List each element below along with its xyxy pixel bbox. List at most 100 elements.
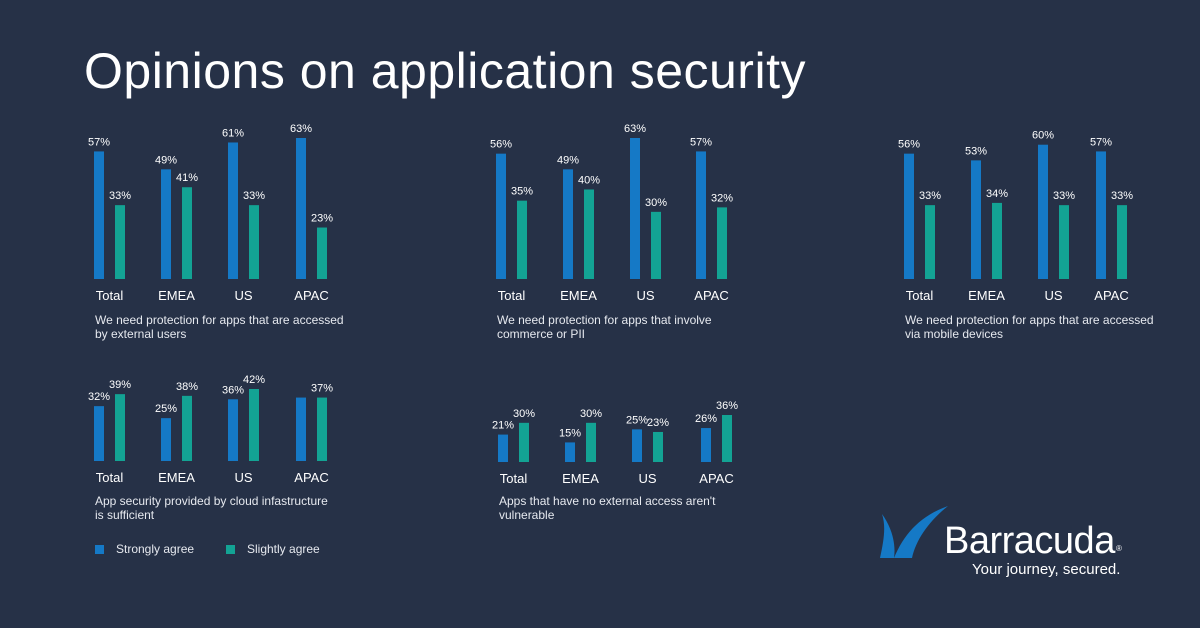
- bar-emea-slightly-agree: [586, 422, 596, 462]
- bar-apac-slightly-agree: [717, 207, 727, 279]
- category-label-us: US: [234, 288, 252, 303]
- category-label-us: US: [636, 288, 654, 303]
- category-label-apac: APAC: [699, 471, 733, 486]
- data-label-emea-strongly-agree: 53%: [965, 145, 987, 157]
- chart-external-users: 57% 33% Total 49% 41% EMEA 61% 33% US 63% 23% APAC: [88, 120, 344, 310]
- category-label-emea: EMEA: [158, 470, 195, 485]
- category-label-emea: EMEA: [158, 288, 195, 303]
- legend-label-strongly-agree: Strongly agree: [116, 542, 195, 556]
- category-label-apac: APAC: [1094, 288, 1128, 303]
- chart-mobile-devices: 56% 33% Total 53% 34% EMEA 60% 33% US 57% 33% APAC: [898, 120, 1154, 310]
- bar-us-strongly-agree: [228, 399, 238, 461]
- data-label-apac-slightly-agree: 36%: [716, 400, 738, 412]
- chart-mobile-devices-svg: 56% 33% Total 53% 34% EMEA 60% 33% US 57% 33% APAC: [898, 130, 1133, 303]
- bar-apac-slightly-agree: [1117, 205, 1127, 279]
- legend-swatch-strongly-agree: [95, 545, 104, 554]
- data-label-emea-slightly-agree: 40%: [578, 174, 600, 186]
- category-label-emea: EMEA: [560, 288, 597, 303]
- brand-name: Barracuda: [944, 520, 1115, 562]
- bar-total-strongly-agree: [498, 434, 508, 462]
- chart-no-external-access: 21% 30% Total 15% 30% EMEA 25% 23% US 26% 36% APAC: [492, 398, 748, 493]
- bar-emea-strongly-agree: [971, 160, 981, 279]
- bar-emea-strongly-agree: [565, 442, 575, 462]
- bar-total-slightly-agree: [517, 200, 527, 279]
- caption-cloud-infrastructure: App security provided by cloud infastruc…: [95, 494, 328, 522]
- bar-us-slightly-agree: [653, 431, 663, 462]
- bar-us-strongly-agree: [632, 429, 642, 462]
- bar-emea-slightly-agree: [584, 189, 594, 279]
- legend-label-slightly-agree: Slightly agree: [247, 542, 320, 556]
- category-label-total: Total: [96, 288, 124, 303]
- data-label-apac-strongly-agree: 57%: [690, 136, 712, 148]
- chart-commerce-pii-svg: 56% 35% Total 49% 40% EMEA 63% 30% US 57% 32% APAC: [490, 123, 733, 303]
- data-label-total-slightly-agree: 35%: [511, 186, 533, 198]
- caption-commerce-pii: We need protection for apps that involve…: [497, 313, 712, 341]
- data-label-us-strongly-agree: 60%: [1032, 130, 1054, 142]
- bar-us-slightly-agree: [249, 205, 259, 279]
- data-label-us-strongly-agree: 63%: [624, 123, 646, 135]
- bar-total-slightly-agree: [519, 422, 529, 462]
- brand-logo: Barracuda ® Your journey, secured.: [868, 494, 1128, 584]
- category-label-emea: EMEA: [562, 471, 599, 486]
- category-label-apac: APAC: [694, 288, 728, 303]
- category-label-total: Total: [498, 288, 526, 303]
- category-label-us: US: [1044, 288, 1062, 303]
- data-label-total-slightly-agree: 30%: [513, 408, 535, 420]
- data-label-emea-strongly-agree: 49%: [155, 154, 177, 166]
- brand-registered-mark: ®: [1116, 544, 1122, 553]
- data-label-emea-slightly-agree: 38%: [176, 381, 198, 393]
- chart-cloud-infrastructure: 32% 39% Total 25% 38% EMEA 36% 42% US 37% APAC: [88, 372, 344, 492]
- data-label-total-strongly-agree: 21%: [492, 420, 514, 432]
- bar-total-slightly-agree: [925, 205, 935, 279]
- data-label-emea-strongly-agree: 15%: [559, 427, 581, 439]
- data-label-total-strongly-agree: 32%: [88, 391, 110, 403]
- data-label-apac-strongly-agree: 26%: [695, 413, 717, 425]
- data-label-us-slightly-agree: 42%: [243, 374, 265, 386]
- data-label-emea-slightly-agree: 30%: [580, 408, 602, 420]
- bar-apac-strongly-agree: [701, 428, 711, 462]
- bar-total-strongly-agree: [94, 406, 104, 461]
- caption-mobile-devices: We need protection for apps that are acc…: [905, 313, 1154, 341]
- category-label-total: Total: [906, 288, 934, 303]
- bar-us-strongly-agree: [228, 142, 238, 279]
- legend-item-strongly-agree: Strongly agree: [95, 542, 194, 556]
- bar-us-strongly-agree: [1038, 144, 1048, 279]
- data-label-total-strongly-agree: 56%: [898, 139, 920, 151]
- data-label-us-strongly-agree: 61%: [222, 127, 244, 139]
- bar-us-slightly-agree: [1059, 205, 1069, 279]
- legend-item-slightly-agree: Slightly agree: [226, 542, 320, 556]
- caption-external-users: We need protection for apps that are acc…: [95, 313, 344, 341]
- bar-us-slightly-agree: [651, 211, 661, 279]
- category-label-emea: EMEA: [968, 288, 1005, 303]
- category-label-apac: APAC: [294, 470, 328, 485]
- data-label-total-slightly-agree: 39%: [109, 379, 131, 391]
- caption-no-external-access: Apps that have no external access aren't…: [499, 494, 716, 522]
- legend-swatch-slightly-agree: [226, 545, 235, 554]
- bar-us-strongly-agree: [630, 138, 640, 279]
- bar-emea-slightly-agree: [182, 187, 192, 279]
- bar-emea-slightly-agree: [992, 202, 1002, 279]
- barracuda-fin-icon: [880, 506, 948, 558]
- data-label-apac-strongly-agree: 63%: [290, 123, 312, 135]
- bar-apac-strongly-agree: [296, 397, 306, 461]
- data-label-apac-slightly-agree: 33%: [1111, 190, 1133, 202]
- data-label-us-strongly-agree: 25%: [626, 414, 648, 426]
- category-label-total: Total: [96, 470, 124, 485]
- bar-apac-slightly-agree: [722, 415, 732, 462]
- data-label-apac-slightly-agree: 32%: [711, 192, 733, 204]
- bar-apac-strongly-agree: [296, 138, 306, 279]
- bar-apac-slightly-agree: [317, 397, 327, 461]
- data-label-us-slightly-agree: 23%: [647, 417, 669, 429]
- bar-emea-strongly-agree: [161, 169, 171, 279]
- data-label-us-slightly-agree: 33%: [243, 190, 265, 202]
- data-label-emea-slightly-agree: 34%: [986, 188, 1008, 200]
- data-label-total-slightly-agree: 33%: [109, 190, 131, 202]
- category-label-total: Total: [500, 471, 528, 486]
- bar-apac-strongly-agree: [1096, 151, 1106, 279]
- data-label-apac-strongly-agree: 57%: [1090, 136, 1112, 148]
- data-label-total-slightly-agree: 33%: [919, 190, 941, 202]
- data-label-us-strongly-agree: 36%: [222, 384, 244, 396]
- data-label-apac-slightly-agree: 37%: [311, 383, 333, 395]
- bar-apac-strongly-agree: [696, 151, 706, 279]
- data-label-total-strongly-agree: 57%: [88, 136, 110, 148]
